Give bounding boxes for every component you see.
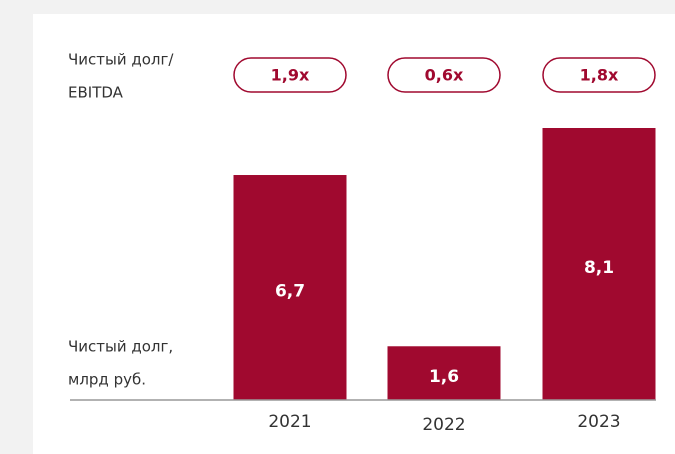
ratio-label: Чистый долг/ xyxy=(68,51,174,69)
bar xyxy=(233,175,347,400)
bar xyxy=(542,128,656,400)
x-tick-label: 2021 xyxy=(268,412,311,432)
y-axis-label: Чистый долг, xyxy=(68,338,173,356)
value-label: 6,7 xyxy=(275,282,305,302)
y-axis-label: млрд руб. xyxy=(68,371,146,389)
ratio-pill xyxy=(387,57,501,93)
ratio-pill xyxy=(542,57,656,93)
ratio-label: EBITDA xyxy=(68,84,124,102)
ratio-value-label: 1,9x xyxy=(271,66,310,85)
value-label: 8,1 xyxy=(584,258,614,278)
x-tick-label: 2022 xyxy=(422,415,465,435)
bar xyxy=(387,346,501,400)
ratio-value-label: 1,8x xyxy=(580,66,619,85)
value-label: 1,6 xyxy=(429,367,459,387)
ratio-value-label: 0,6x xyxy=(425,66,464,85)
x-tick-label: 2023 xyxy=(577,412,620,432)
ratio-pill xyxy=(233,57,347,93)
